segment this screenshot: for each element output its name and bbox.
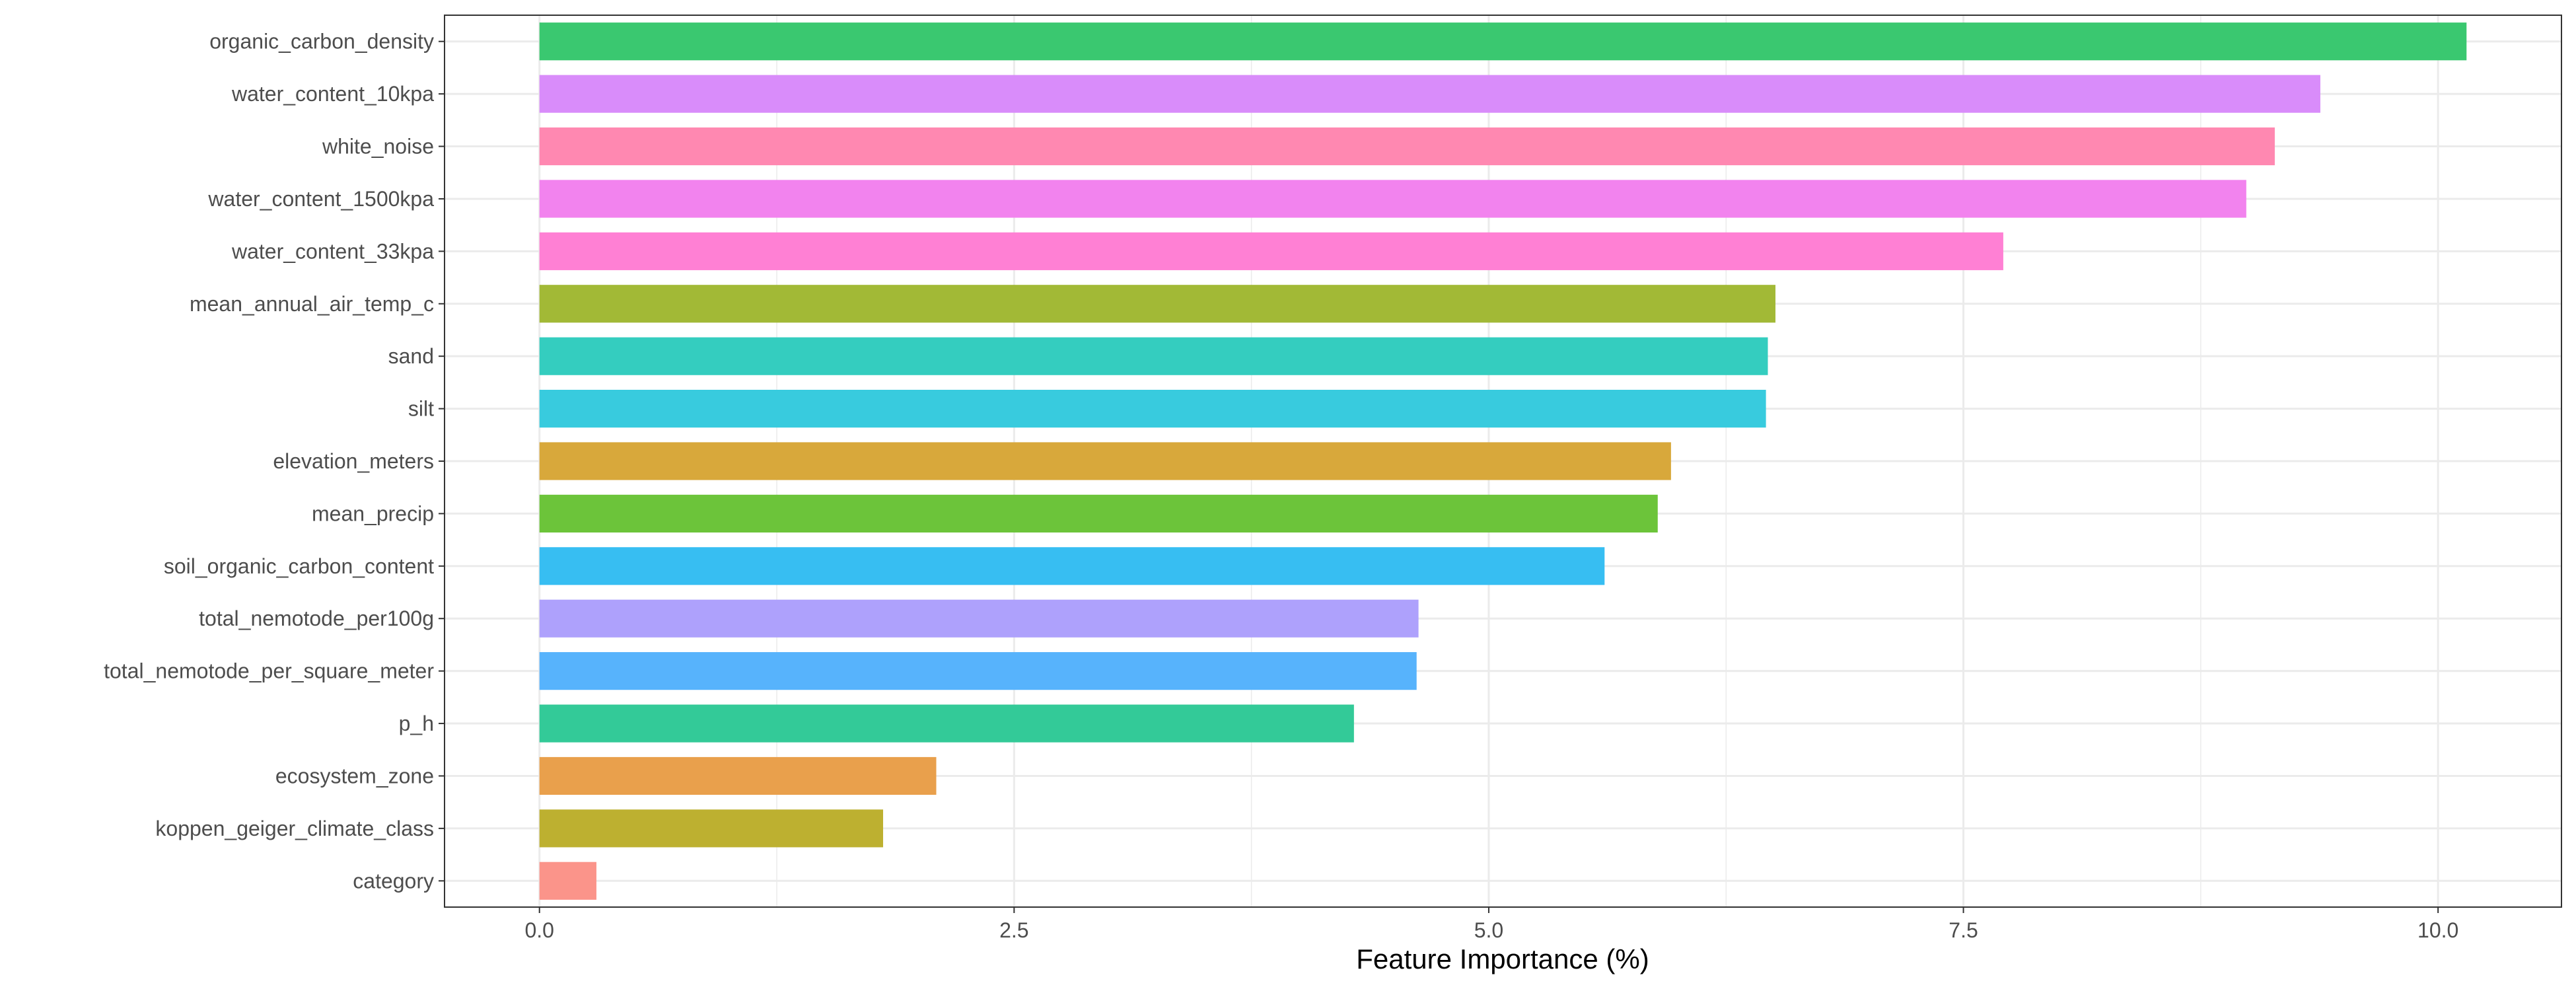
bar-total-nemotode-per100g [539, 599, 1419, 638]
y-tick-label: mean_annual_air_temp_c [190, 292, 434, 316]
bar-water-content-1500kpa [539, 180, 2246, 218]
bar-total-nemotode-per-square-meter [539, 652, 1417, 690]
y-tick-label: white_noise [322, 135, 434, 159]
y-tick-label: water_content_10kpa [231, 82, 434, 106]
x-tick-label: 0.0 [524, 918, 554, 942]
y-tick-label: silt [408, 397, 434, 421]
x-tick-label: 2.5 [999, 918, 1028, 942]
y-tick-label: organic_carbon_density [209, 30, 434, 54]
bar-water-content-33kpa [539, 232, 2003, 270]
y-tick-label: water_content_1500kpa [207, 187, 434, 211]
bar-organic-carbon-density [539, 22, 2467, 61]
bar-p-h [539, 704, 1354, 743]
x-tick-label: 7.5 [1949, 918, 1978, 942]
x-axis: 0.0 2.5 5.0 7.5 10.0 [524, 907, 2458, 942]
y-tick-label: water_content_33kpa [231, 239, 434, 263]
y-tick-label: koppen_geiger_climate_class [155, 817, 434, 840]
bar-koppen-geiger-climate-class [539, 809, 883, 848]
bar-category [539, 862, 596, 900]
bar-sand [539, 337, 1768, 375]
bar-soil-organic-carbon-content [539, 547, 1605, 585]
bar-silt [539, 390, 1766, 428]
y-tick-label: p_h [399, 712, 434, 735]
x-axis-title: Feature Importance (%) [1356, 943, 1649, 974]
x-tick-label: 10.0 [2417, 918, 2458, 942]
y-tick-label: sand [388, 344, 434, 368]
bar-mean-precip [539, 494, 1658, 532]
y-tick-label: ecosystem_zone [275, 764, 434, 788]
bar-water-content-10kpa [539, 75, 2320, 113]
y-tick-label: mean_precip [312, 501, 434, 525]
y-tick-label: category [353, 869, 434, 893]
bar-ecosystem-zone [539, 756, 937, 795]
x-tick-label: 5.0 [1474, 918, 1503, 942]
y-tick-label: total_nemotode_per_square_meter [104, 659, 434, 683]
bar-white-noise [539, 127, 2275, 166]
y-tick-label: elevation_meters [273, 449, 434, 473]
y-axis: organic_carbon_density water_content_10kp… [104, 30, 445, 893]
y-tick-label: soil_organic_carbon_content [164, 554, 434, 578]
bar-elevation-meters [539, 442, 1671, 480]
y-tick-label: total_nemotode_per100g [199, 606, 434, 630]
bar-mean-annual-air-temp-c [539, 285, 1775, 323]
bars [539, 22, 2467, 900]
